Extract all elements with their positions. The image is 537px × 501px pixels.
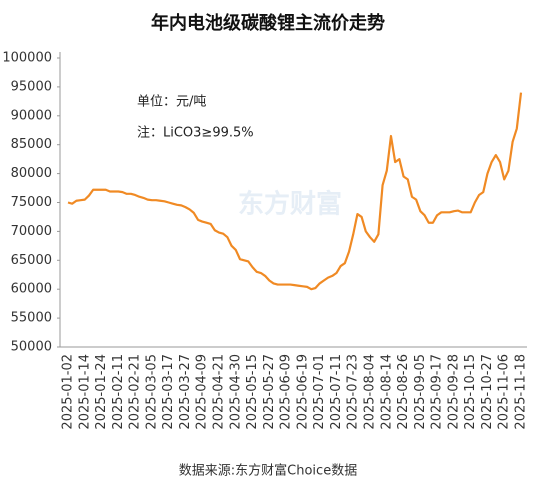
source-note: 数据来源:东方财富Choice数据 — [179, 463, 357, 479]
x-tick-label: 2025-10-27 — [480, 354, 495, 430]
x-tick-label: 2025-08-04 — [363, 354, 378, 430]
y-tick-label: 100000 — [2, 51, 52, 66]
y-tick-label: 65000 — [11, 253, 52, 268]
x-tick-label: 2025-04-21 — [212, 354, 227, 430]
annotation: 单位：元/吨 — [137, 95, 206, 110]
x-tick-label: 2025-02-21 — [128, 354, 143, 430]
x-tick-label: 2025-05-27 — [262, 354, 277, 430]
x-tick-label: 2025-06-09 — [279, 354, 294, 430]
x-tick-label: 2025-04-09 — [195, 354, 210, 430]
x-tick-label: 2025-11-06 — [497, 354, 512, 430]
watermark: 东方财富 — [238, 189, 342, 220]
x-tick-label: 2025-03-27 — [178, 354, 193, 430]
x-tick-label: 2025-02-11 — [111, 354, 126, 430]
x-tick-label: 2025-07-01 — [312, 354, 327, 430]
x-tick-label: 2025-04-30 — [228, 354, 243, 430]
x-tick-label: 2025-01-24 — [94, 354, 109, 430]
chart-title: 年内电池级碳酸锂主流价走势 — [151, 12, 385, 34]
x-tick-label: 2025-08-26 — [396, 354, 411, 430]
y-tick-label: 80000 — [11, 166, 52, 181]
x-tick-label: 2025-06-19 — [295, 354, 310, 430]
y-tick-label: 85000 — [11, 137, 52, 152]
x-tick-label: 2025-09-05 — [413, 354, 428, 430]
annotation: 注：LiCO3≥99.5% — [137, 126, 254, 141]
x-tick-label: 2025-01-14 — [77, 354, 92, 430]
y-tick-label: 60000 — [11, 282, 52, 297]
x-tick-label: 2025-03-05 — [144, 354, 159, 430]
y-tick-label: 70000 — [11, 224, 52, 239]
x-tick-label: 2025-07-23 — [346, 354, 361, 430]
x-tick-label: 2025-09-28 — [446, 354, 461, 430]
x-tick-label: 2025-11-18 — [514, 354, 529, 430]
x-tick-label: 2025-05-15 — [245, 354, 260, 430]
x-tick-label: 2025-03-17 — [161, 354, 176, 430]
x-tick-label: 2025-01-02 — [61, 354, 76, 430]
x-tick-label: 2025-07-11 — [329, 354, 344, 430]
x-tick-label: 2025-08-14 — [379, 354, 394, 430]
x-tick-label: 2025-10-15 — [463, 354, 478, 430]
y-tick-label: 90000 — [11, 108, 52, 123]
y-tick-label: 95000 — [11, 79, 52, 94]
x-tick-label: 2025-09-17 — [430, 354, 445, 430]
price-line — [67, 92, 523, 291]
y-tick-label: 55000 — [11, 311, 52, 326]
y-tick-label: 75000 — [11, 195, 52, 210]
y-tick-label: 50000 — [11, 340, 52, 355]
